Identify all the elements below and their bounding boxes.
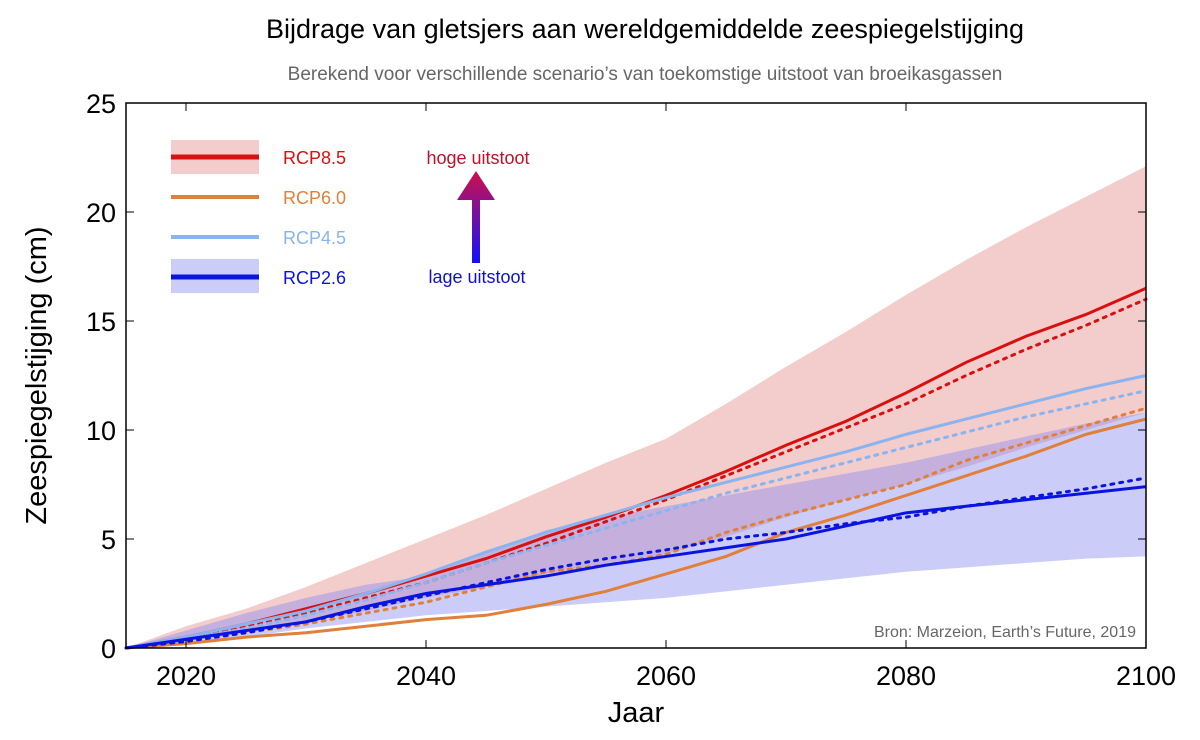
- projection-line-RCP4.5: [124, 389, 1148, 650]
- y-tick-label: 10: [86, 416, 116, 446]
- series-line-RCP2.6: [125, 485, 1147, 650]
- series-line-RCP6.0: [125, 417, 1147, 650]
- annotation-high-emission: hoge uitstoot: [426, 148, 529, 168]
- x-tick-label: 2060: [636, 661, 696, 691]
- plot-frame: [125, 102, 1147, 649]
- legend-label-RCP2.6: RCP2.6: [283, 268, 346, 288]
- annotation-low-emission: lage uitstoot: [428, 267, 525, 287]
- projection-line-RCP6.0: [124, 406, 1148, 650]
- x-tick-label: 2040: [396, 661, 456, 691]
- y-axis-label: Zeespiegelstijging (cm): [21, 226, 53, 524]
- projection-line-RCP8.5: [124, 297, 1148, 650]
- y-tick-label: 0: [101, 634, 116, 664]
- uncertainty-band-rcp8.5: [126, 166, 1146, 648]
- legend-label-RCP4.5: RCP4.5: [283, 228, 346, 248]
- series-line-RCP4.5: [125, 374, 1147, 650]
- legend-label-RCP6.0: RCP6.0: [283, 188, 346, 208]
- x-tick-label: 2080: [876, 661, 936, 691]
- chart-title: Bijdrage van gletsjers aan wereldgemidde…: [266, 14, 1024, 44]
- legend-label-RCP8.5: RCP8.5: [283, 148, 346, 168]
- x-tick-label: 2020: [156, 661, 216, 691]
- x-axis-label: Jaar: [608, 697, 665, 729]
- source-note: Bron: Marzeion, Earth’s Future, 2019: [874, 624, 1136, 641]
- y-tick-label: 25: [86, 89, 116, 119]
- x-tick-label: 2100: [1116, 661, 1176, 691]
- y-tick-label: 5: [101, 525, 116, 555]
- y-tick-label: 20: [86, 198, 116, 228]
- arrow-up-icon: [457, 171, 495, 263]
- uncertainty-band-rcp2.6: [126, 412, 1146, 648]
- chart-subtitle: Berekend voor verschillende scenario’s v…: [287, 64, 1003, 85]
- y-tick-label: 15: [86, 307, 116, 337]
